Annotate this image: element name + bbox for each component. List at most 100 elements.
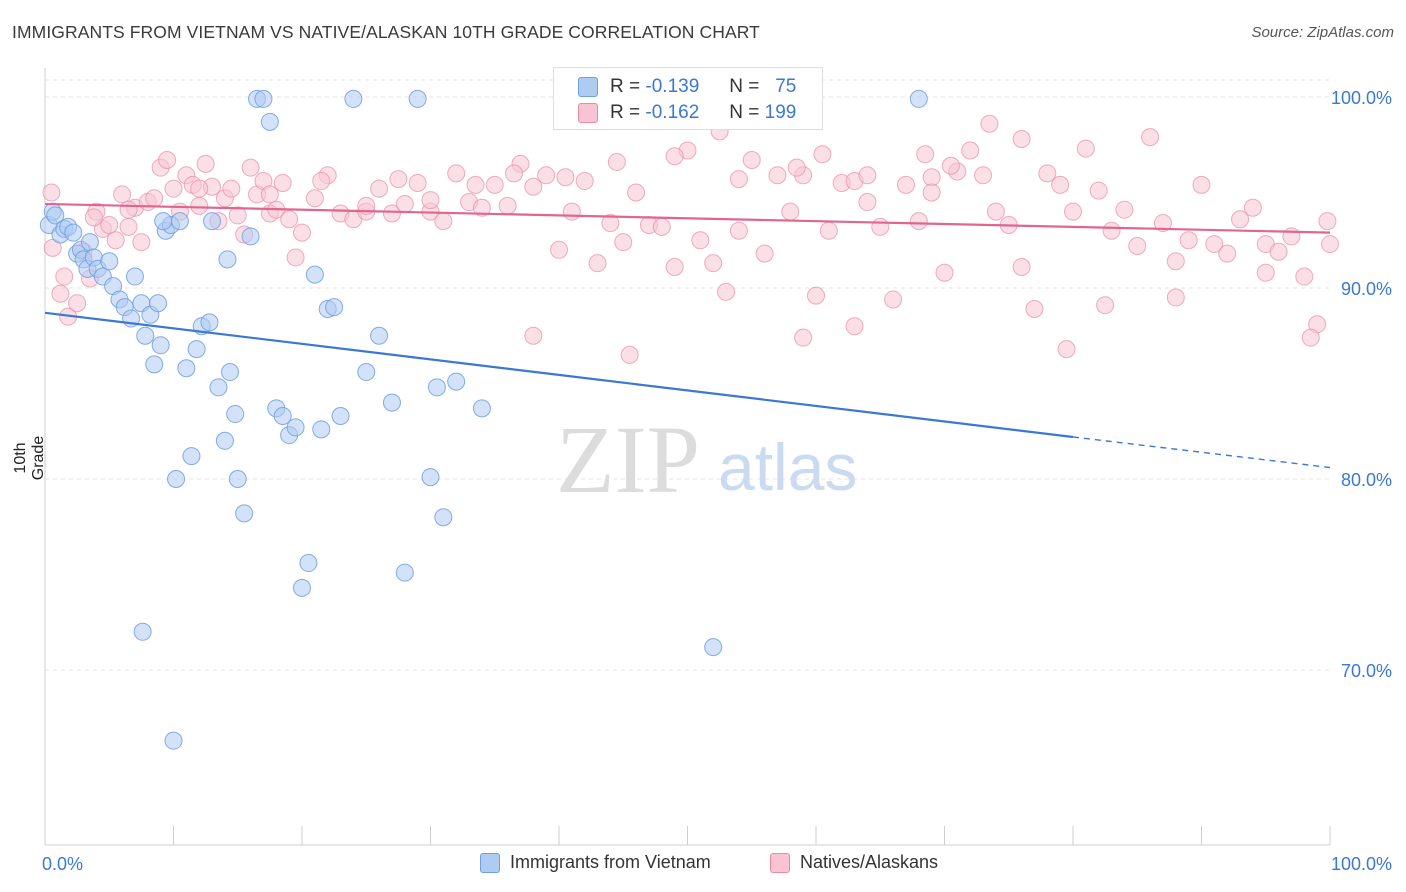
data-point-vietnam bbox=[149, 294, 168, 313]
n-label: N = bbox=[729, 76, 760, 97]
data-point-natives bbox=[588, 254, 607, 273]
data-point-natives bbox=[781, 202, 800, 221]
data-point-natives bbox=[537, 166, 556, 185]
data-point-natives bbox=[524, 326, 543, 345]
data-point-vietnam bbox=[182, 447, 201, 466]
legend-item-vietnam[interactable]: Immigrants from Vietnam bbox=[480, 852, 711, 873]
data-point-natives bbox=[974, 166, 993, 185]
data-point-vietnam bbox=[273, 406, 292, 425]
data-point-vietnam bbox=[293, 578, 311, 597]
tick-labels: 70.0% 80.0% 90.0% 100.0% 0.0% 100.0% bbox=[42, 88, 1392, 874]
trend-lines bbox=[44, 202, 1331, 469]
data-point-natives bbox=[550, 240, 568, 259]
data-point-natives bbox=[1256, 263, 1275, 282]
data-point-natives bbox=[858, 166, 877, 185]
data-point-natives bbox=[704, 254, 723, 273]
data-point-natives bbox=[665, 257, 684, 276]
data-point-natives bbox=[190, 179, 209, 198]
x-tick-label: 0.0% bbox=[42, 854, 83, 874]
data-point-vietnam bbox=[331, 406, 350, 425]
trend-line-vietnam bbox=[44, 311, 1074, 439]
r-value-natives: -0.162 bbox=[645, 102, 700, 123]
watermark: ZIP atlas bbox=[556, 406, 857, 513]
data-point-natives bbox=[845, 317, 864, 336]
data-point-natives bbox=[556, 168, 575, 187]
data-point-natives bbox=[1218, 244, 1237, 263]
n-value-vietnam: 75 bbox=[775, 76, 797, 97]
data-point-natives bbox=[755, 244, 774, 263]
legend-item-natives[interactable]: Natives/Alaskans bbox=[770, 852, 938, 873]
data-point-natives bbox=[935, 263, 954, 282]
data-point-natives bbox=[370, 179, 389, 198]
data-point-natives bbox=[1012, 257, 1031, 276]
data-point-natives bbox=[100, 215, 119, 234]
data-point-vietnam bbox=[286, 418, 305, 437]
data-point-vietnam bbox=[187, 340, 206, 359]
r-label: R = bbox=[610, 76, 641, 97]
data-point-natives bbox=[51, 284, 70, 303]
data-point-natives bbox=[1089, 181, 1108, 200]
data-point-natives bbox=[607, 152, 626, 171]
data-point-natives bbox=[1057, 340, 1076, 359]
data-point-natives bbox=[498, 196, 517, 215]
data-point-natives bbox=[807, 286, 825, 305]
data-point-natives bbox=[1096, 296, 1115, 315]
data-point-natives bbox=[280, 210, 299, 229]
data-point-natives bbox=[1141, 128, 1160, 147]
data-point-natives bbox=[382, 204, 401, 223]
trend-line-natives bbox=[44, 202, 1331, 234]
data-point-natives bbox=[794, 328, 813, 347]
stats-legend: R = -0.139 N = 75 R = -0.162 N = 199 bbox=[553, 67, 823, 130]
y-tick-label: 80.0% bbox=[1341, 470, 1392, 490]
data-point-natives bbox=[665, 147, 684, 166]
data-point-vietnam bbox=[408, 89, 427, 108]
data-point-natives bbox=[813, 145, 832, 164]
data-point-natives bbox=[1128, 236, 1147, 255]
data-point-vietnam bbox=[200, 313, 219, 332]
legend-label-vietnam: Immigrants from Vietnam bbox=[510, 852, 711, 872]
data-point-natives bbox=[145, 189, 164, 208]
data-point-natives bbox=[1153, 214, 1172, 233]
data-point-vietnam bbox=[203, 212, 222, 231]
y-tick-label: 100.0% bbox=[1331, 88, 1392, 108]
data-point-natives bbox=[916, 145, 935, 164]
data-point-natives bbox=[84, 208, 103, 227]
data-point-natives bbox=[787, 158, 806, 177]
data-point-vietnam bbox=[447, 372, 466, 391]
data-point-vietnam bbox=[241, 227, 260, 246]
data-point-natives bbox=[627, 183, 646, 202]
data-point-natives bbox=[1321, 235, 1339, 254]
data-point-vietnam bbox=[427, 378, 446, 397]
data-point-natives bbox=[434, 212, 453, 231]
data-point-natives bbox=[1166, 252, 1185, 271]
data-point-natives bbox=[575, 172, 594, 191]
data-point-natives bbox=[1166, 288, 1185, 307]
data-point-natives bbox=[228, 206, 247, 225]
data-point-vietnam bbox=[221, 363, 240, 382]
n-label: N = bbox=[729, 102, 760, 123]
data-point-natives bbox=[132, 233, 151, 252]
data-point-natives bbox=[273, 173, 292, 192]
data-point-vietnam bbox=[260, 112, 279, 131]
data-point-vietnam bbox=[909, 89, 928, 108]
data-point-natives bbox=[1282, 227, 1301, 246]
data-point-natives bbox=[922, 168, 941, 187]
data-point-natives bbox=[42, 183, 61, 202]
data-point-vietnam bbox=[170, 212, 189, 231]
data-point-natives bbox=[742, 151, 761, 170]
data-point-vietnam bbox=[421, 468, 440, 487]
data-point-vietnam bbox=[299, 554, 318, 573]
data-point-natives bbox=[871, 217, 890, 236]
data-point-vietnam bbox=[228, 470, 247, 488]
data-point-natives bbox=[1012, 130, 1031, 149]
data-point-natives bbox=[1051, 175, 1070, 194]
data-point-natives bbox=[980, 114, 999, 133]
data-point-vietnam bbox=[472, 399, 491, 418]
data-point-vietnam bbox=[218, 250, 237, 269]
data-point-vietnam bbox=[154, 212, 173, 231]
watermark-atlas: atlas bbox=[718, 430, 857, 504]
data-point-natives bbox=[1179, 231, 1198, 250]
data-point-natives bbox=[1064, 202, 1082, 221]
source-label: Source: ZipAtlas.com bbox=[1251, 24, 1394, 41]
data-point-natives bbox=[601, 214, 620, 233]
